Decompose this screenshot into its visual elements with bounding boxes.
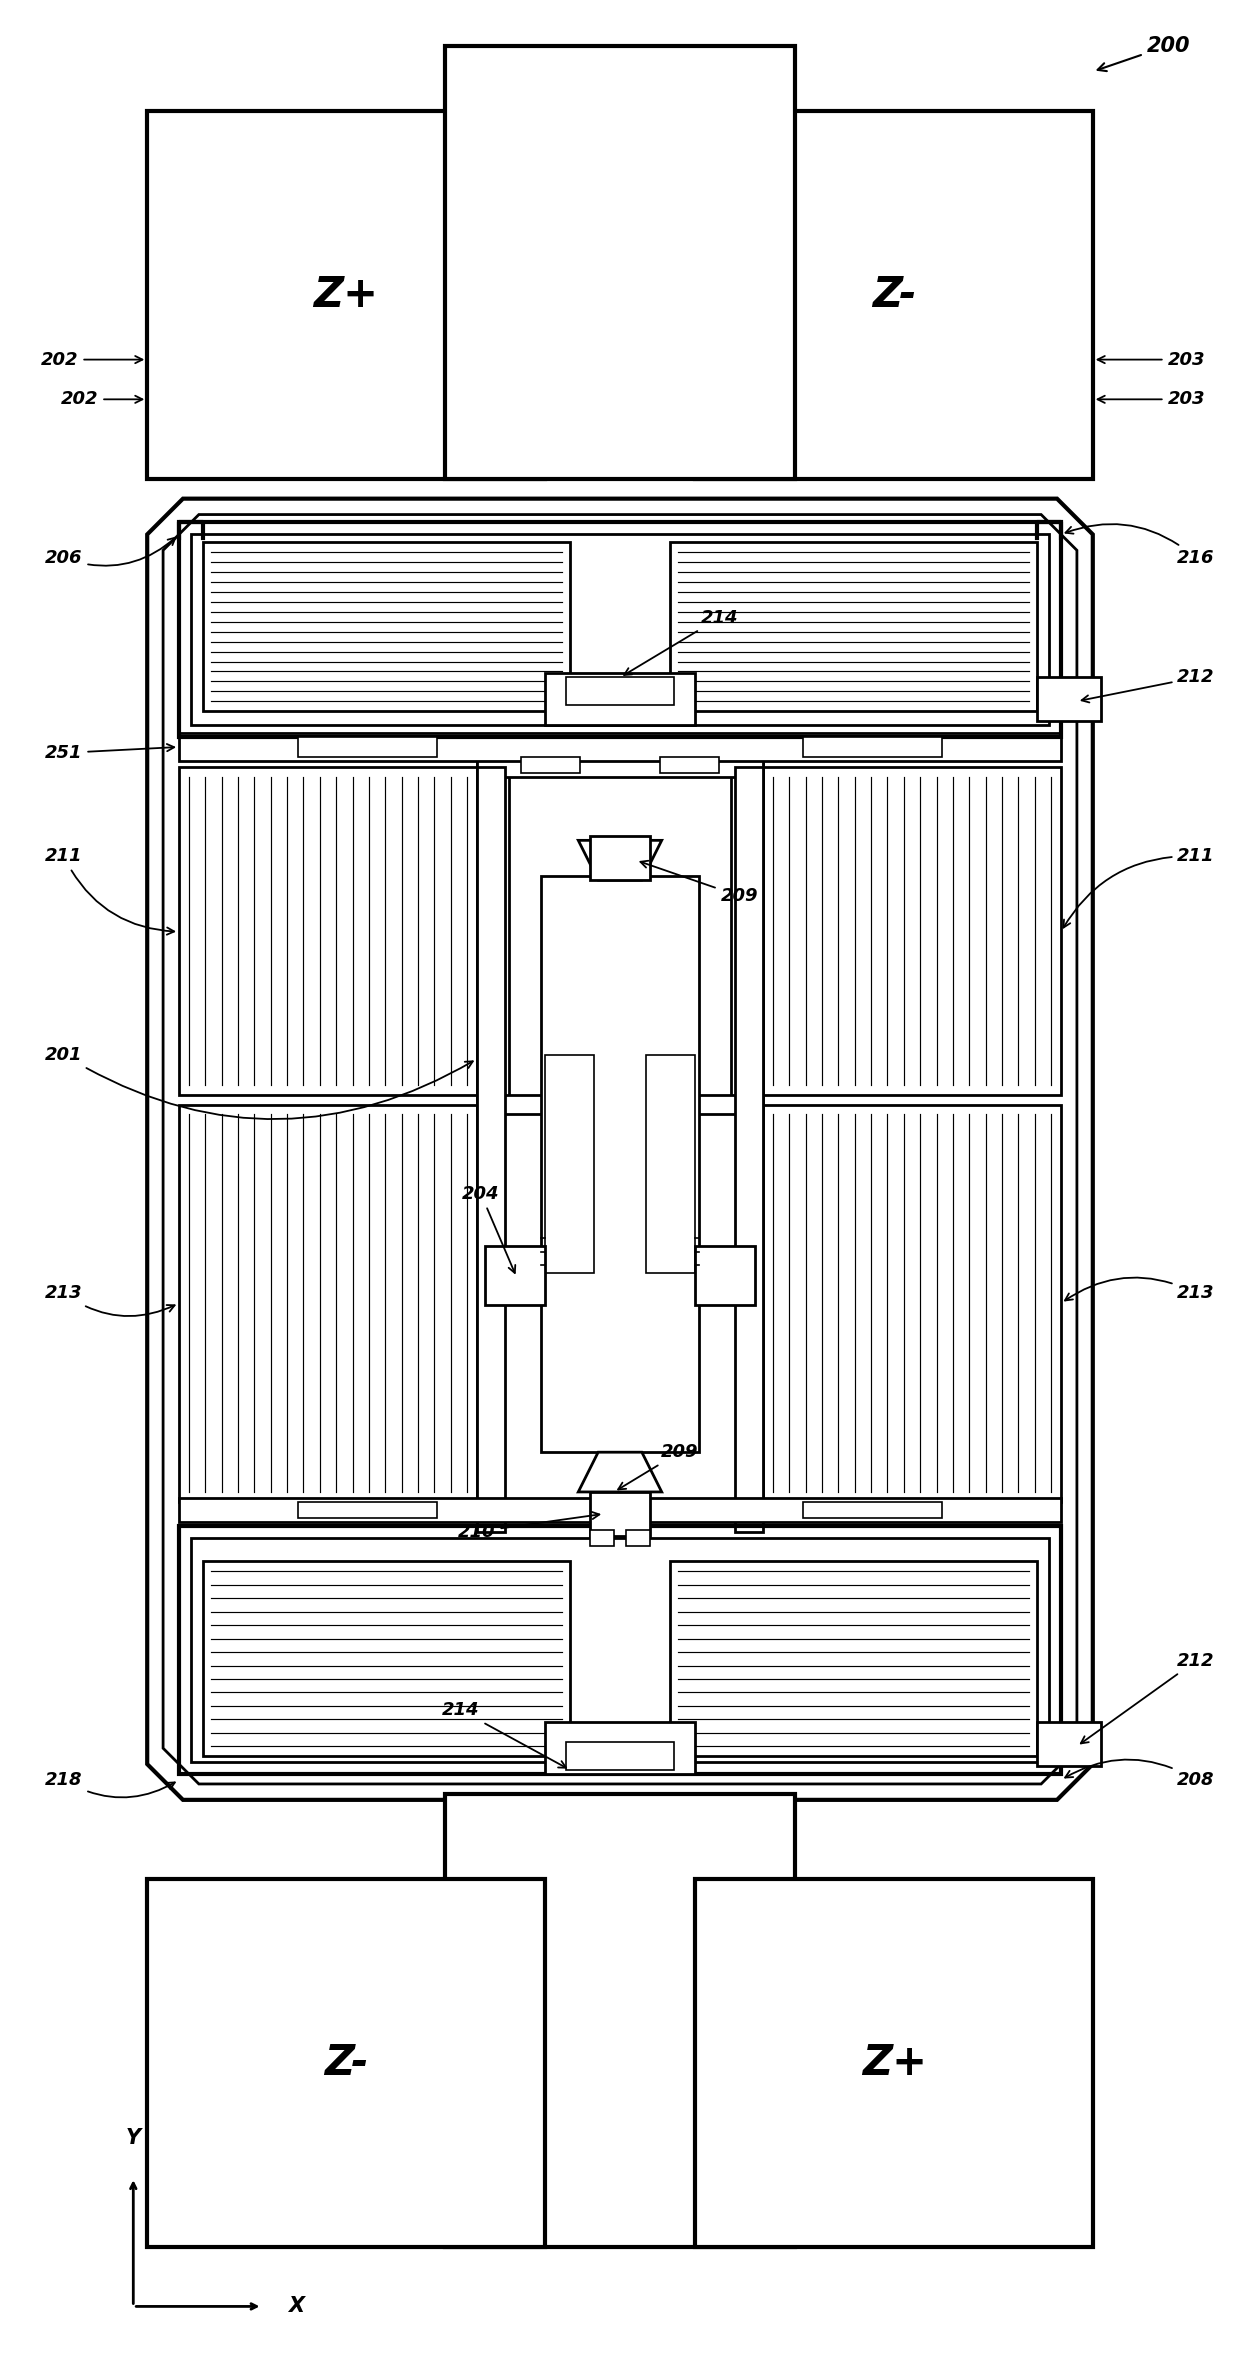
Text: 216: 216: [1065, 525, 1215, 567]
Text: 211: 211: [1064, 848, 1215, 928]
Text: 210: 210: [459, 1512, 599, 1541]
Bar: [477, 762, 508, 1099]
Text: 202: 202: [61, 389, 143, 408]
Text: 208: 208: [1065, 1759, 1215, 1790]
Bar: [179, 1498, 1061, 1522]
Bar: [541, 876, 699, 1453]
Text: 209: 209: [619, 1443, 698, 1488]
Text: 209: 209: [640, 862, 758, 904]
Text: Z+: Z+: [314, 273, 378, 316]
Bar: [590, 1529, 614, 1545]
Bar: [179, 767, 477, 1094]
Bar: [696, 112, 1092, 480]
Bar: [485, 1246, 544, 1306]
Polygon shape: [578, 840, 662, 881]
Bar: [477, 1094, 763, 1113]
Bar: [1037, 1724, 1101, 1766]
Bar: [670, 1562, 1037, 1757]
Text: 203: 203: [1097, 389, 1205, 408]
Bar: [590, 1491, 650, 1536]
Bar: [179, 734, 1061, 762]
Bar: [696, 1246, 755, 1306]
Text: 212: 212: [1081, 669, 1215, 703]
Text: 203: 203: [1097, 351, 1205, 368]
Bar: [544, 1724, 696, 1773]
Bar: [735, 767, 763, 1531]
Bar: [763, 1104, 1061, 1503]
Bar: [477, 753, 763, 776]
Bar: [191, 534, 1049, 724]
Bar: [179, 522, 1061, 736]
Text: 213: 213: [45, 1284, 175, 1315]
Polygon shape: [578, 1453, 662, 1491]
Bar: [298, 1503, 438, 1517]
Text: Z-: Z-: [324, 2042, 368, 2084]
Text: 200: 200: [1097, 36, 1190, 71]
Polygon shape: [148, 499, 1092, 1799]
Bar: [763, 767, 1061, 1094]
Bar: [1037, 677, 1101, 722]
Text: 201: 201: [45, 1047, 472, 1118]
Bar: [670, 541, 1037, 712]
Bar: [802, 736, 942, 757]
Bar: [732, 762, 763, 1099]
Polygon shape: [164, 515, 1076, 1783]
Text: 211: 211: [45, 848, 174, 935]
Bar: [521, 757, 580, 774]
Bar: [567, 677, 673, 705]
Bar: [445, 1795, 795, 2246]
Text: 202: 202: [41, 351, 143, 368]
Bar: [696, 1880, 1092, 2246]
Text: 214: 214: [624, 608, 738, 674]
Bar: [646, 1054, 696, 1272]
Bar: [298, 736, 438, 757]
Bar: [191, 1538, 1049, 1762]
Bar: [477, 767, 505, 1531]
Text: 206: 206: [45, 537, 175, 567]
Bar: [590, 836, 650, 881]
Text: 214: 214: [443, 1702, 567, 1769]
Bar: [544, 674, 696, 724]
Text: X: X: [288, 2296, 304, 2317]
Text: Z+: Z+: [862, 2042, 926, 2084]
Bar: [567, 1743, 673, 1771]
Bar: [544, 1054, 594, 1272]
Bar: [179, 1526, 1061, 1773]
Bar: [148, 1880, 544, 2246]
Text: 213: 213: [1065, 1277, 1215, 1303]
Text: 218: 218: [45, 1771, 175, 1797]
Bar: [179, 1104, 477, 1503]
Bar: [445, 45, 795, 480]
Text: 212: 212: [1081, 1652, 1215, 1743]
Text: 204: 204: [463, 1185, 516, 1272]
Bar: [203, 1562, 570, 1757]
Bar: [626, 1529, 650, 1545]
Text: 251: 251: [45, 743, 174, 762]
Bar: [203, 541, 570, 712]
Bar: [148, 112, 544, 480]
Text: Z-: Z-: [872, 273, 916, 316]
Text: Y: Y: [125, 2127, 141, 2148]
Bar: [802, 1503, 942, 1517]
Bar: [660, 757, 719, 774]
Bar: [356, 553, 415, 700]
